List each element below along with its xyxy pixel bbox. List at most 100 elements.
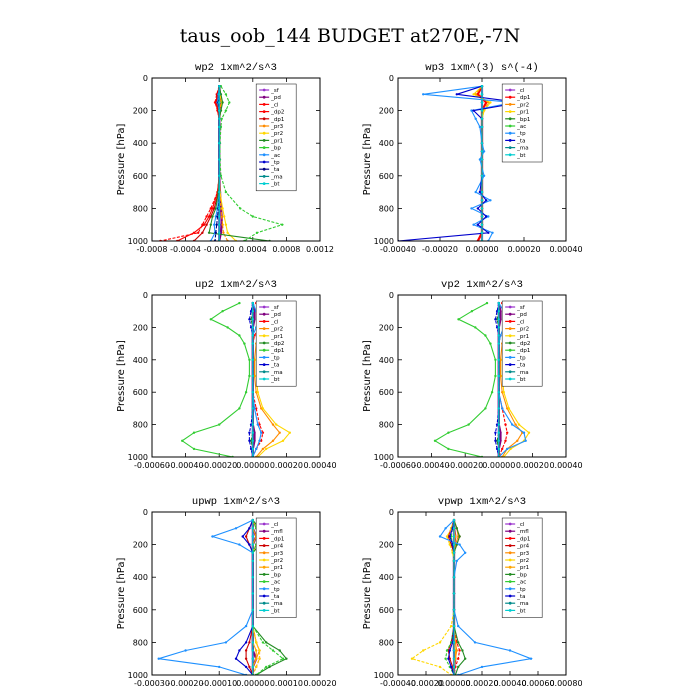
data-point xyxy=(249,439,253,442)
data-point xyxy=(422,649,425,652)
data-point xyxy=(192,431,196,434)
data-point xyxy=(265,641,268,644)
legend-marker xyxy=(508,551,512,555)
x-tick-label: -0.00020 xyxy=(447,461,483,470)
data-point xyxy=(234,657,238,660)
data-point xyxy=(214,207,217,210)
x-tick-label: 0.00020 xyxy=(516,461,549,470)
series-group xyxy=(398,85,521,241)
legend-marker xyxy=(262,160,266,164)
data-point xyxy=(248,358,251,361)
data-point xyxy=(478,190,482,194)
data-point xyxy=(226,326,229,329)
data-point xyxy=(248,439,251,442)
y-tick-label: 200 xyxy=(133,541,148,550)
data-point xyxy=(218,174,221,177)
data-point xyxy=(202,223,206,226)
panel-title: vpwp 1xm^2/s^3 xyxy=(438,496,526,508)
data-point xyxy=(452,576,456,579)
legend-entry: _bp xyxy=(270,572,281,578)
series-group xyxy=(159,85,285,241)
y-tick-label: 800 xyxy=(379,421,394,430)
data-point xyxy=(251,310,254,313)
x-tick-label: 0.00000 xyxy=(482,461,515,470)
legend-marker xyxy=(262,601,266,605)
legend-marker xyxy=(508,124,512,128)
data-point xyxy=(288,431,291,434)
data-point xyxy=(450,624,453,628)
data-point xyxy=(487,215,490,218)
y-tick-label: 400 xyxy=(379,356,394,365)
legend-entry: _tp xyxy=(270,160,280,166)
data-point xyxy=(251,439,254,442)
data-point xyxy=(253,318,256,321)
x-tick-label: -0.0000 xyxy=(204,245,235,254)
legend-marker xyxy=(262,341,266,345)
legend-marker xyxy=(508,320,512,323)
data-point xyxy=(218,231,221,234)
data-point xyxy=(452,543,456,546)
x-tick-label: 0.00000 xyxy=(437,679,470,688)
legend-marker xyxy=(508,341,512,345)
plot-frame xyxy=(397,77,567,242)
data-point xyxy=(422,93,425,96)
data-point xyxy=(473,641,477,644)
data-point xyxy=(255,657,258,660)
data-point xyxy=(480,85,484,88)
legend-entry: _pr1 xyxy=(516,334,529,340)
data-point xyxy=(452,551,456,554)
data-point xyxy=(221,101,224,104)
data-point xyxy=(209,318,212,321)
data-point xyxy=(209,223,212,226)
legend-entry: _tp xyxy=(516,587,526,593)
legend-entry: _ta xyxy=(516,363,525,369)
legend-box xyxy=(255,83,297,192)
data-point xyxy=(482,174,486,177)
x-tick-label: -0.00040 xyxy=(168,461,204,470)
legend-entry: _ta xyxy=(516,594,525,600)
legend-marker xyxy=(508,348,512,352)
data-point xyxy=(448,543,451,546)
legend: _sf_pd_cl _pr2_pr1_dp2_dp1_tp _ta_ma_bt xyxy=(255,300,297,387)
data-point xyxy=(474,117,477,121)
data-point xyxy=(452,592,456,595)
data-point xyxy=(480,101,484,104)
x-tick-label: -0.00030 xyxy=(134,679,170,688)
legend-marker xyxy=(262,175,266,178)
data-point xyxy=(472,223,475,226)
data-point xyxy=(248,543,251,546)
data-point xyxy=(224,190,228,194)
data-point xyxy=(485,215,488,218)
legend-marker xyxy=(262,573,266,576)
data-point xyxy=(472,109,475,112)
x-tick-label: 0.00000 xyxy=(236,461,269,470)
legend-marker xyxy=(508,153,512,157)
panel-title: up2 1xm^2/s^3 xyxy=(195,279,277,291)
data-point xyxy=(447,447,450,451)
legend-marker xyxy=(262,565,266,569)
legend-marker xyxy=(508,327,512,330)
legend-entry: _bt xyxy=(270,608,280,614)
data-point xyxy=(480,93,484,96)
x-tick-label: 0.00020 xyxy=(465,679,498,688)
legend-marker xyxy=(508,601,512,605)
data-point xyxy=(251,576,254,579)
y-tick-label: 200 xyxy=(379,541,394,550)
data-point xyxy=(497,431,500,434)
data-point xyxy=(261,431,265,434)
data-point xyxy=(251,527,254,530)
y-tick-label: 600 xyxy=(133,172,148,181)
legend-marker xyxy=(508,377,512,381)
data-point xyxy=(244,657,248,660)
data-point xyxy=(219,231,223,234)
data-point xyxy=(238,543,241,546)
x-tick-label: 0.00060 xyxy=(521,679,554,688)
data-point xyxy=(265,665,268,669)
data-point xyxy=(447,657,450,660)
legend-entry: _bp xyxy=(270,146,281,152)
legend-marker xyxy=(508,334,512,338)
legend-marker xyxy=(508,117,512,121)
legend: _sf_pd_cl _dp2_dp1_pr3_pr2_pr1 _bp_ac_tp_t… xyxy=(255,83,297,192)
panel-6: vpwp 1xm^2/s^3 Pressure [hPa] 0 200 400 600 80… xyxy=(362,496,583,688)
data-point xyxy=(489,342,492,345)
